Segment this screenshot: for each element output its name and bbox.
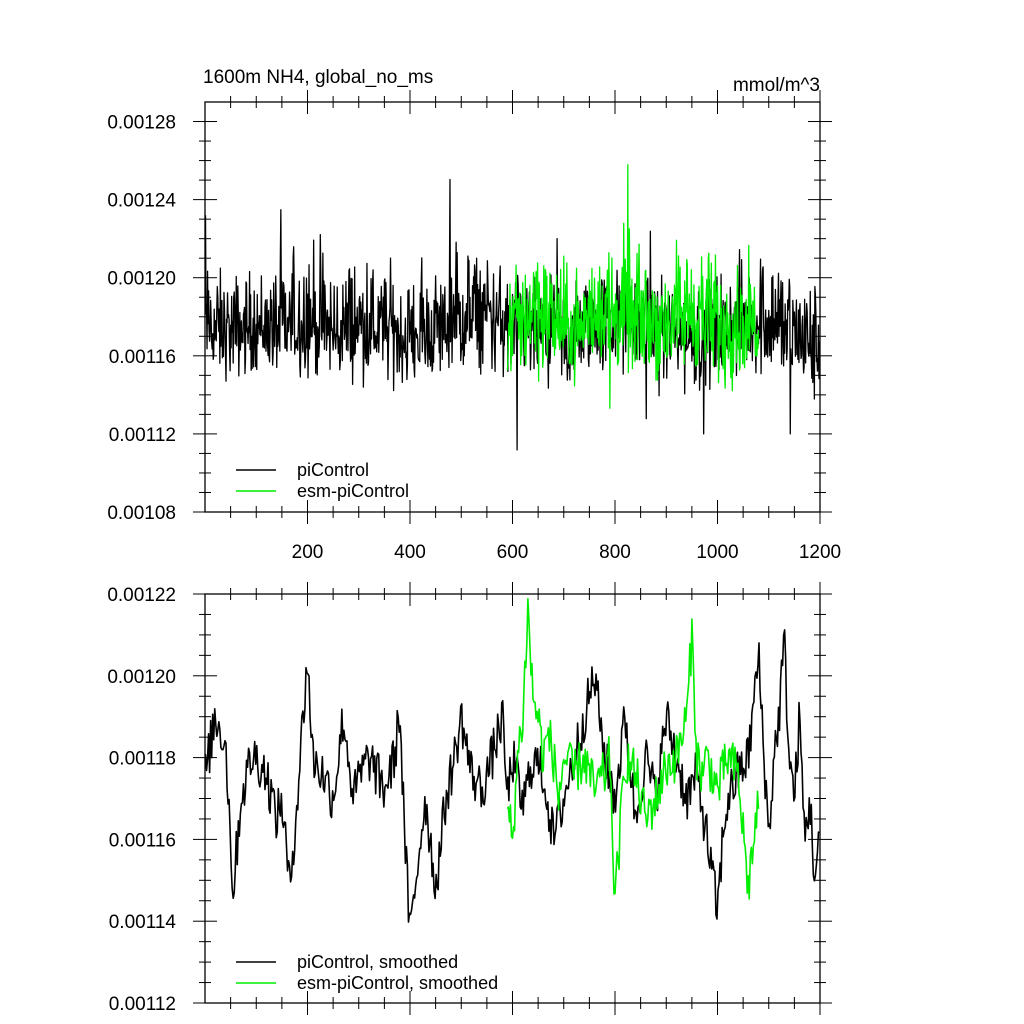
y-tick-label: 0.00120 <box>107 269 176 290</box>
legend-label: esm-piControl, smoothed <box>297 973 498 993</box>
x-tick-label: 200 <box>292 542 324 563</box>
legend-label: piControl <box>297 460 369 480</box>
y-tick-label: 0.00116 <box>109 347 176 368</box>
legend-label: esm-piControl <box>297 481 409 501</box>
panel-title: 1600m NH4, global_no_ms <box>203 67 433 88</box>
y-tick-label: 0.00116 <box>109 830 176 851</box>
y-tick-label: 0.00112 <box>109 994 176 1015</box>
panel-units: mmol/m^3 <box>733 75 820 96</box>
x-tick-label: 600 <box>497 542 529 563</box>
y-tick-label: 0.00120 <box>107 667 176 688</box>
y-tick-label: 0.00124 <box>107 191 176 212</box>
series-line-picontrol-smoothed <box>205 629 820 923</box>
series-layer <box>205 164 820 451</box>
y-tick-label: 0.00112 <box>109 425 176 446</box>
y-tick-label: 0.00108 <box>107 503 176 524</box>
x-tick-label: 800 <box>599 542 631 563</box>
axes: 200 400 600 800 1000 1200 0.00108 0.00112 0.0011… <box>107 90 841 563</box>
bottom-panel: 0.00112 0.00114 0.00116 0.00118 0.00120 0.001… <box>107 582 832 1015</box>
x-tick-label: 400 <box>394 542 426 563</box>
x-tick-label: 1000 <box>696 542 738 563</box>
series-layer <box>205 597 820 923</box>
y-tick-label: 0.00118 <box>109 749 176 770</box>
y-tick-label: 0.00128 <box>107 113 176 134</box>
series-line-esm-picontrol-smoothed <box>506 597 760 900</box>
x-tick-label: 1200 <box>799 542 841 563</box>
y-tick-label: 0.00122 <box>107 585 176 606</box>
series-line-esm-picontrol <box>506 164 760 409</box>
axes: 0.00112 0.00114 0.00116 0.00118 0.00120 0.001… <box>107 582 832 1015</box>
top-panel: 1600m NH4, global_no_ms mmol/m^3 200 400 6… <box>107 67 841 563</box>
y-tick-label: 0.00114 <box>109 912 177 933</box>
legend-label: piControl, smoothed <box>297 952 458 972</box>
